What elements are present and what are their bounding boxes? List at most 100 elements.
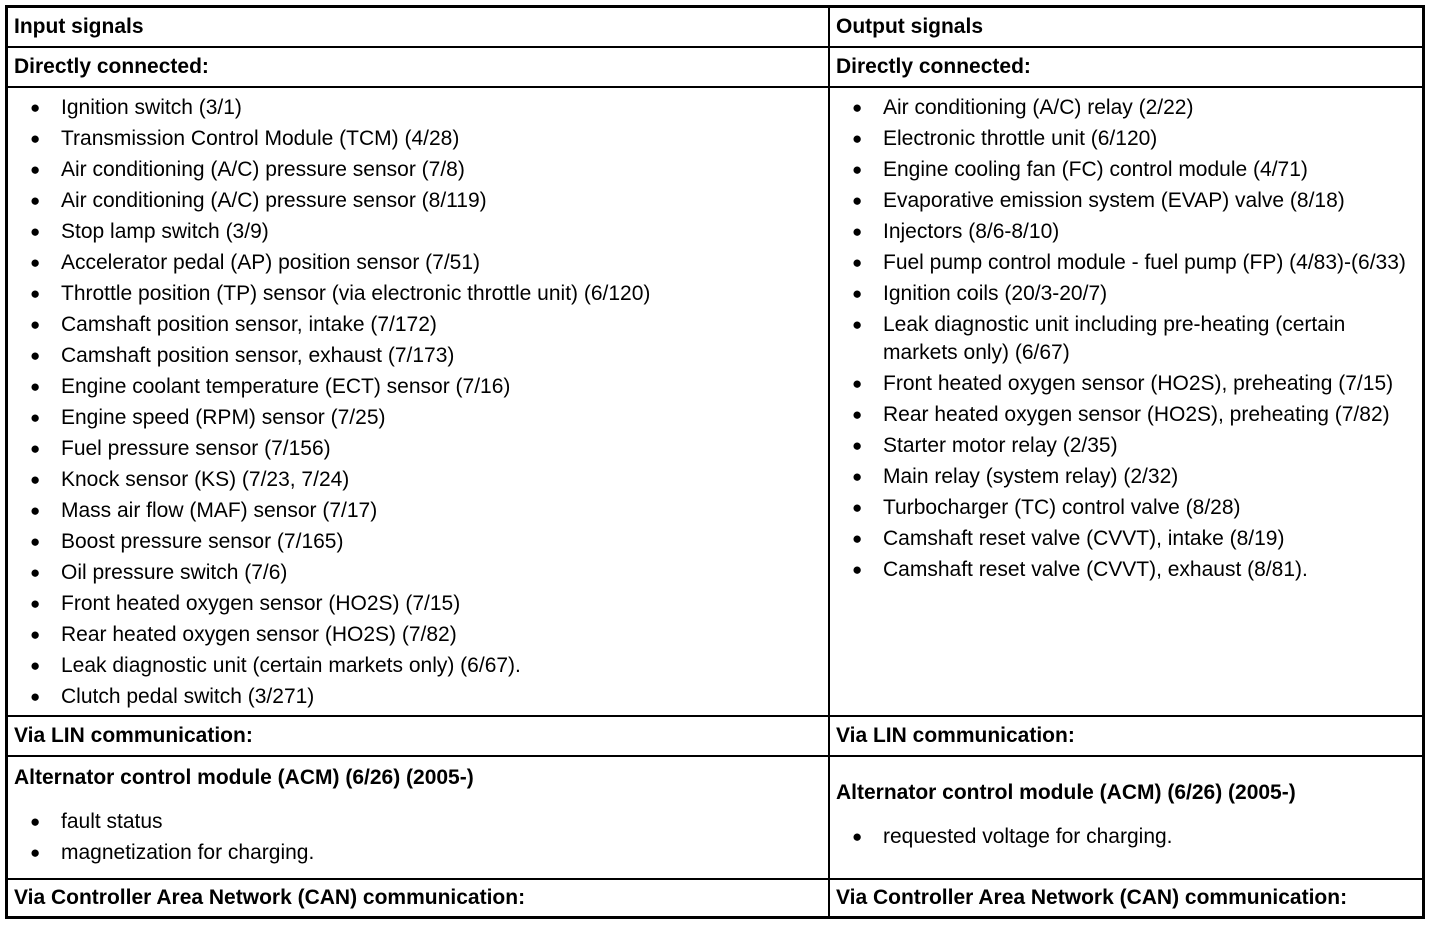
item-text: Engine coolant temperature (ECT) sensor … [61,375,511,398]
bullet: ● [30,346,41,365]
signal-table: Input signals Output signals Directly conn… [5,5,1425,919]
bullet: ● [30,191,41,210]
list-item: ● Ignition coils (20/3-20/7) [836,280,1416,311]
item-text: Turbocharger (TC) control valve (8/28) [883,496,1241,519]
item-text: Electronic throttle unit (6/120) [883,127,1158,150]
list-item: ● Fuel pump control module - fuel pump (F… [836,249,1416,280]
list-item: ● Engine cooling fan (FC) control module … [836,156,1416,187]
bullet: ● [852,98,863,117]
signal-list: ● Air conditioning (A/C) relay (2/22) ● Ele… [830,88,1422,717]
item-text: Air conditioning (A/C) pressure sensor (… [61,158,465,181]
bullet: ● [30,284,41,303]
module-name: Alternator control module (ACM) (6/26) (… [14,765,474,789]
item-text: Leak diagnostic unit (certain markets on… [61,654,521,677]
bullet: ● [852,315,863,334]
bullet: ● [30,470,41,489]
item-text: Knock sensor (KS) (7/23, 7/24) [61,468,350,491]
lin-block: Alternator control module (ACM) (6/26) (… [830,757,1422,880]
item-text: magnetization for charging. [61,840,315,864]
list-item: ● fault status [14,808,822,839]
bullet: ● [852,253,863,272]
section-heading: Output signals [830,8,1422,48]
list-item: ● Throttle position (TP) sensor (via elec… [14,280,822,311]
section-heading: Directly connected: [830,48,1422,88]
item-text: Injectors (8/6-8/10) [883,220,1060,243]
bullet: ● [30,377,41,396]
bullet: ● [30,160,41,179]
signal-list: ● Ignition switch (3/1) ● Transmission Cont… [8,88,830,717]
list-item: ● Starter motor relay (2/35) [836,432,1416,463]
bullet: ● [30,253,41,272]
section-heading: Via LIN communication: [8,717,830,757]
item-text: Front heated oxygen sensor (HO2S) (7/15) [61,592,461,615]
list-item: ● Rear heated oxygen sensor (HO2S), prehe… [836,401,1416,432]
list-item: ● Turbocharger (TC) control valve (8/28) [836,494,1416,525]
list-item: ● Stop lamp switch (3/9) [14,218,822,249]
item-text: Stop lamp switch (3/9) [61,220,269,243]
list-item: ● Main relay (system relay) (2/32) [836,463,1416,494]
bullet: ● [30,811,41,831]
list-item: ● Fuel pressure sensor (7/156) [14,435,822,466]
list-item: ● Leak diagnostic unit including pre-heat… [836,311,1416,370]
item-text: Main relay (system relay) (2/32) [883,465,1179,488]
list-item: ● Accelerator pedal (AP) position sensor … [14,249,822,280]
bullet: ● [852,405,863,424]
item-text: Rear heated oxygen sensor (HO2S), prehea… [883,403,1390,426]
item-text: Air conditioning (A/C) relay (2/22) [883,96,1194,119]
bullet: ● [30,315,41,334]
list-item: ● Injectors (8/6-8/10) [836,218,1416,249]
item-text: Mass air flow (MAF) sensor (7/17) [61,499,378,522]
section-heading: Via Controller Area Network (CAN) commun… [836,886,1348,909]
list-item: ● Camshaft position sensor, exhaust (7/17… [14,342,822,373]
list-item: ● Knock sensor (KS) (7/23, 7/24) [14,466,822,497]
bullet: ● [852,374,863,393]
bullet: ● [852,529,863,548]
list-item: ● Leak diagnostic unit (certain markets o… [14,652,822,683]
list-item: ● Electronic throttle unit (6/120) [836,125,1416,156]
lin-block: Alternator control module (ACM) (6/26) (… [8,757,830,880]
list-item: ● Engine coolant temperature (ECT) sensor… [14,373,822,404]
bullet: ● [852,222,863,241]
bullet: ● [30,501,41,520]
section-heading: Input signals [8,8,830,48]
item-text: Fuel pressure sensor (7/156) [61,437,331,460]
item-text: Camshaft reset valve (CVVT), intake (8/1… [883,527,1285,550]
bullet: ● [852,467,863,486]
item-text: Camshaft reset valve (CVVT), exhaust (8/… [883,558,1308,581]
bullet: ● [852,436,863,455]
list-item: ● Front heated oxygen sensor (HO2S), preh… [836,370,1416,401]
item-text: Transmission Control Module (TCM) (4/28) [61,127,460,150]
bullet: ● [30,98,41,117]
list-item: ● Clutch pedal switch (3/271) [14,683,822,714]
list-item: ● Air conditioning (A/C) pressure sensor … [14,156,822,187]
item-text: Accelerator pedal (AP) position sensor (… [61,251,481,274]
item-text: Engine cooling fan (FC) control module (… [883,158,1308,181]
bullet: ● [852,498,863,517]
item-text: Oil pressure switch (7/6) [61,561,288,584]
item-text: Boost pressure sensor (7/165) [61,530,344,553]
list-item: ● Camshaft reset valve (CVVT), intake (8/… [836,525,1416,556]
item-text: Camshaft position sensor, intake (7/172) [61,313,437,336]
list-item: ● Evaporative emission system (EVAP) valv… [836,187,1416,218]
bullet: ● [852,827,863,846]
item-text: Clutch pedal switch (3/271) [61,685,315,708]
bullet: ● [852,191,863,210]
item-text: Air conditioning (A/C) pressure sensor (… [61,189,487,212]
list-item: ● Camshaft position sensor, intake (7/172… [14,311,822,342]
bullet: ● [852,560,863,579]
list-item: ● Rear heated oxygen sensor (HO2S) (7/82) [14,621,822,652]
bullet: ● [30,563,41,582]
bullet: ● [852,129,863,148]
bullet: ● [30,687,41,706]
list-item: ● Transmission Control Module (TCM) (4/28… [14,125,822,156]
item-text: Engine speed (RPM) sensor (7/25) [61,406,386,429]
bullet: ● [30,439,41,458]
module-name: Alternator control module (ACM) (6/26) (… [836,781,1296,804]
list-item: ● Camshaft reset valve (CVVT), exhaust (8… [836,556,1416,587]
bullet: ● [30,842,41,862]
list-item: ● magnetization for charging. [14,839,822,870]
list-item: ● requested voltage for charging. [836,823,1416,854]
item-text: Ignition coils (20/3-20/7) [883,282,1108,305]
item-text: Rear heated oxygen sensor (HO2S) (7/82) [61,623,457,646]
bullet: ● [852,284,863,303]
